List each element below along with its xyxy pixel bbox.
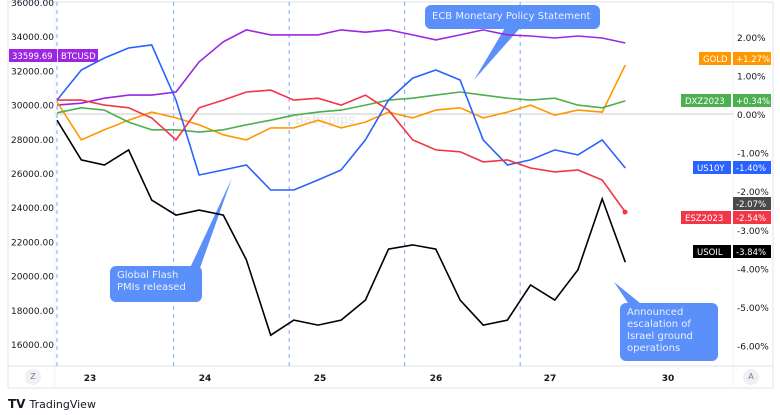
btc-name-tag [58,49,98,62]
right-axis-tick: -6.00% [737,343,769,353]
btc-price-tag [9,49,57,62]
series-name-label: DXZ2023 [685,97,725,107]
right-axis-tick: 2.00% [737,34,766,44]
time-axis-tick: 25 [314,374,327,384]
left-axis-tick: 20000.00 [11,273,54,283]
log-scale-button[interactable]: Z [25,369,41,385]
left-axis-tick: 34000.00 [11,33,54,43]
series-value-label: -2.07% [736,200,766,210]
series-value-tag [733,161,771,174]
series-name-tag [681,94,731,107]
brand-text: TradingView [29,397,96,411]
right-axis-tick: -1.00% [737,150,769,160]
series-line-dxz2023 [56,91,626,133]
annotation-pointer [474,28,520,80]
auto-scale-button[interactable]: A [743,369,759,385]
series-line-gold [56,64,627,141]
series-value-label: -3.84% [736,248,766,258]
left-axis-tick: 32000.00 [11,67,54,77]
series-value-tag [733,211,771,224]
right-axis-tick: 1.00% [737,72,766,82]
time-axis-tick: 23 [84,374,97,384]
annotation-israel[interactable]: Announced escalation of Israel ground op… [620,303,718,361]
series-value-label: +1.27% [736,55,770,65]
series-name-tag [693,161,731,174]
annotation-pointer [190,178,232,268]
right-axis-tick: -2.00% [737,188,769,198]
time-axis-tick: 24 [199,374,212,384]
series-value-tag [733,52,771,65]
btc-price-label: 33599.69 [12,52,53,62]
left-axis-tick: 22000.00 [11,238,54,248]
left-axis-tick: 16000.00 [11,341,54,351]
time-axis-tick: 26 [430,374,443,384]
series-name-tag [681,211,731,224]
series-name-tag [693,245,731,258]
right-axis-tick: -4.00% [737,265,769,275]
left-axis-tick: 28000.00 [11,136,54,146]
left-axis-tick: 26000.00 [11,170,54,180]
watermark-logo: Babypips [295,113,355,128]
series-name-label: GOLD [703,55,728,65]
tradingview-logo: TV TradingView [8,397,96,411]
time-axis-tick: 27 [544,374,557,384]
right-axis-tick: 0.00% [737,111,766,121]
chart-frame [7,1,774,389]
series-line-btcusd [56,29,626,106]
right-axis-tick: -5.00% [737,304,769,314]
series-endpoint [622,209,628,215]
series-line-esz2023 [57,89,626,213]
series-value-tag [733,197,771,210]
series-line-usoil [56,119,627,337]
series-value-tag [733,94,771,107]
series-name-label: US10Y [697,164,725,174]
series-value-label: +0.34% [736,97,770,107]
series-name-label: USOIL [697,248,723,258]
series-line-us10y [56,44,626,191]
right-axis-tick: -3.00% [737,227,769,237]
left-axis-tick: 18000.00 [11,307,54,317]
left-axis-tick: 36000.00 [11,0,54,9]
time-axis-tick: 30 [662,374,675,384]
series-value-label: -2.54% [736,214,766,224]
annotation-pmi[interactable]: Global Flash PMIs released [110,266,202,302]
series-value-label: -1.40% [736,164,766,174]
series-value-tag [733,245,771,258]
btc-name-label: BTCUSD [61,52,96,62]
left-axis-tick: 24000.00 [11,204,54,214]
annotation-pointer [614,282,640,303]
left-axis-tick: 30000.00 [11,102,54,112]
series-name-label: ESZ2023 [685,214,723,224]
annotation-ecb[interactable]: ECB Monetary Policy Statement [425,5,600,29]
series-name-tag [699,52,731,65]
